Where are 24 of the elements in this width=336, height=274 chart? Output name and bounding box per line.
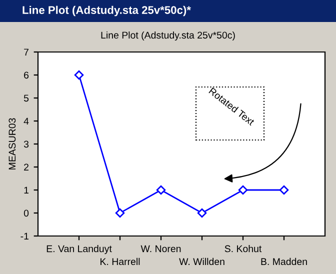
- x-tick-label: K. Harrell: [100, 258, 140, 266]
- y-tick-label: 6: [24, 72, 29, 79]
- text: Line Plot (Adstudy.sta 25v*50c)*: [22, 6, 191, 16]
- x-tick-label: W. Willden: [179, 258, 224, 266]
- chart-title: Line Plot (Adstudy.sta 25v*50c): [101, 31, 235, 41]
- y-axis-title: MEASUR03: [8, 118, 16, 170]
- y-tick-label: 4: [24, 118, 29, 125]
- point: [74, 70, 84, 80]
- x-tick-label: S. Kohut: [224, 245, 262, 252]
- x-tick-label: E. Van Landuyt: [46, 245, 112, 254]
- y-tick-label: 0: [24, 210, 29, 217]
- point: [238, 185, 248, 195]
- x-tick-label: B. Madden: [261, 258, 307, 266]
- y-tick-label: 3: [24, 140, 29, 148]
- y-tick-label: 7: [24, 48, 28, 56]
- point: [156, 185, 166, 195]
- y-tick-label: 5: [24, 94, 29, 102]
- y-tick-label: 2: [24, 164, 28, 171]
- point: [279, 185, 289, 195]
- point: [197, 208, 207, 218]
- x-tick-label: W. Noren: [140, 245, 181, 252]
- y-tick-label: -1: [20, 232, 28, 240]
- y-tick-label: 1: [24, 186, 28, 194]
- point: [115, 208, 125, 218]
